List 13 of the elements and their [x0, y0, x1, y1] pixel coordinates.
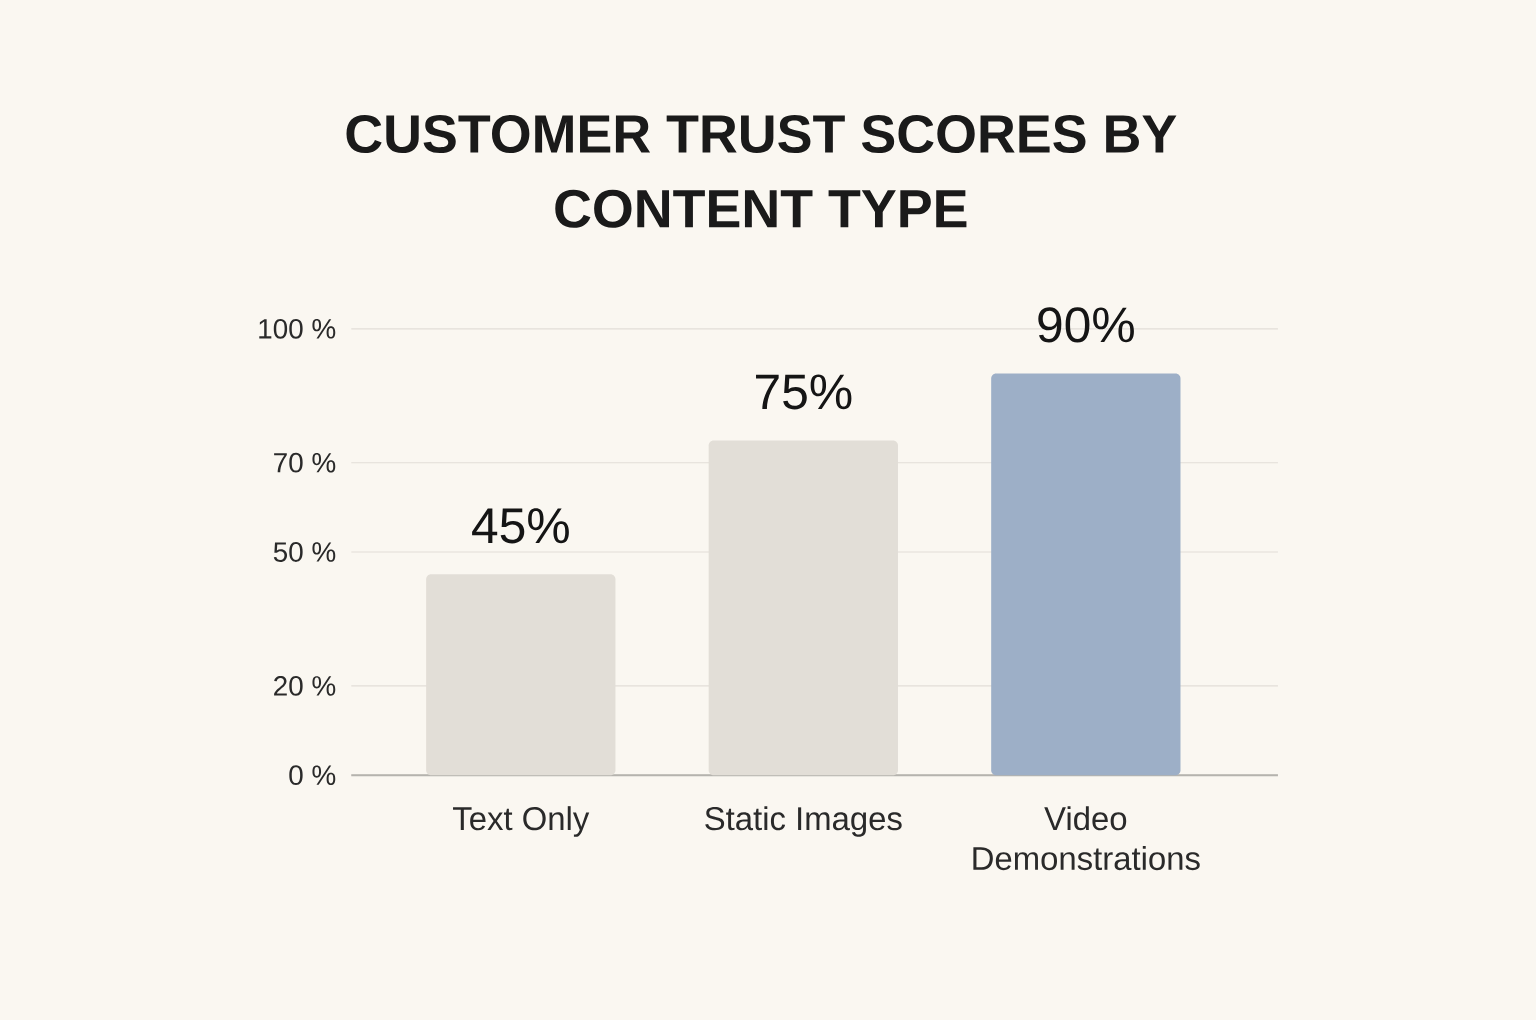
x-tick-label: Video Demonstrations	[973, 806, 1200, 870]
x-tick-label: Text Only	[453, 806, 590, 837]
data-label: 90%	[1038, 307, 1134, 343]
y-tick-label: 50 %	[273, 541, 336, 562]
y-tick-label: 20 %	[274, 675, 336, 696]
chart-title: CUSTOMER TRUST SCORES BY CONTENT TYPE	[346, 114, 1177, 228]
y-tick-label: 0 %	[289, 765, 336, 785]
y-tick-label: 70 %	[274, 452, 336, 473]
y-tick-label: 100 %	[259, 318, 336, 339]
data-label: 75%	[756, 374, 852, 410]
x-tick-label: Static Images	[705, 806, 902, 837]
data-label: 45%	[472, 508, 569, 544]
bar	[991, 373, 1181, 776]
